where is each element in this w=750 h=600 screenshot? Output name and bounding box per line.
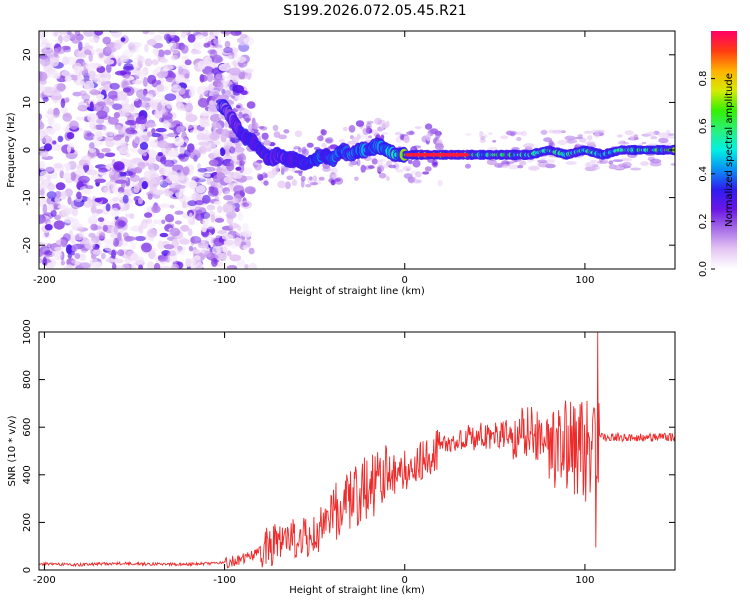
snr-ytick-label: 600 [22,418,33,437]
spectrogram-xtick-label: -200 [33,275,56,286]
snr-ylabel: SNR (10 * v/v) [7,415,18,486]
snr-xtick-label: -100 [213,575,236,586]
colorbar-ticks: 0.0 0.2 0.4 0.6 0.8 [698,71,715,277]
spectrogram-xtick-label: 100 [575,275,594,286]
snr-series-line [39,332,675,569]
snr-plot-area [39,332,675,569]
spectrogram-heatmap [39,31,675,269]
snr-xtick-label: 100 [575,575,594,586]
figure-title: S199.2026.072.05.45.R21 [283,3,466,19]
snr-frame [38,331,676,571]
spectrogram-xlabel: Height of straight line (km) [289,286,425,297]
spectrogram-ytick-label: -20 [22,237,33,253]
colorbar-tick-label: 0.0 [698,261,709,277]
snr-ytick-label: 0 [22,567,33,573]
colorbar-tick-label: 0.2 [698,213,709,229]
colorbar-label: Normalized spectral amplitude [724,73,735,227]
colorbar-tick-label: 0.8 [698,71,709,87]
spectrogram-xtick-label: -100 [213,275,236,286]
snr-xlabel: Height of straight line (km) [289,585,425,596]
snr-background [39,332,675,570]
snr-ytick-label: 400 [22,465,33,484]
colorbar-tick-label: 0.4 [698,166,709,182]
spectrogram-ytick-label: 10 [22,96,33,109]
snr-xtick-label: 0 [402,575,408,586]
spectrogram-ytick-label: 0 [22,147,33,153]
snr-ytick-label: 1000 [22,319,33,344]
colorbar-gradient [711,31,737,269]
spectrogram-ylabel: Frequency (Hz) [6,112,17,188]
snr-xtick-label: -200 [33,575,56,586]
spectrogram-ytick-label: -10 [22,189,33,205]
snr-ytick-label: 800 [22,370,33,389]
snr-ytick-label: 200 [22,513,33,532]
colorbar-tick-label: 0.6 [698,118,709,134]
spectrogram-xtick-label: 0 [402,275,408,286]
spectrogram-ytick-label: 20 [22,48,33,61]
colorbar: 0.0 0.2 0.4 0.6 0.8 Normalized spectral ampl… [698,31,737,277]
